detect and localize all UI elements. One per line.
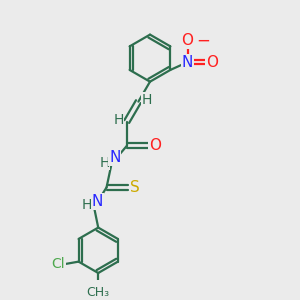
Text: O: O	[149, 138, 161, 153]
Text: N: N	[109, 150, 121, 165]
Text: CH₃: CH₃	[87, 286, 110, 299]
Text: N: N	[182, 55, 193, 70]
Text: H: H	[113, 112, 124, 127]
Text: H: H	[82, 198, 92, 212]
Text: H: H	[99, 155, 110, 170]
Text: O: O	[182, 33, 194, 48]
Text: −: −	[196, 32, 210, 50]
Text: H: H	[142, 93, 152, 107]
Text: O: O	[206, 55, 218, 70]
Text: S: S	[130, 180, 140, 195]
Text: Cl: Cl	[52, 257, 65, 271]
Text: N: N	[92, 194, 103, 209]
